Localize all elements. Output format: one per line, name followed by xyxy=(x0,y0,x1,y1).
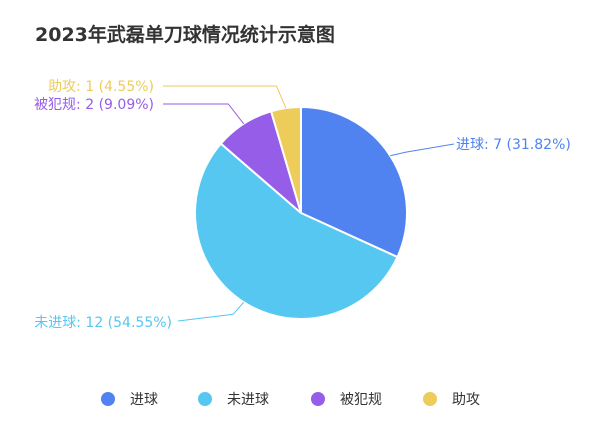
leader-line-3 xyxy=(163,103,245,125)
legend-swatch-2 xyxy=(198,392,212,406)
legend-label-4: 助攻 xyxy=(452,392,480,408)
legend-item-3[interactable]: 被犯规 xyxy=(311,392,382,408)
chart-title: 2023年武磊单刀球情况统计示意图 xyxy=(35,23,335,46)
label-leader-lines xyxy=(163,85,455,322)
legend-swatch-3 xyxy=(311,392,325,406)
pie-slices xyxy=(194,106,408,320)
pie-slice-1[interactable] xyxy=(300,106,408,259)
legend-label-1: 进球 xyxy=(130,392,158,408)
slice-labels: 进球: 7 (31.82%) 未进球: 12 (54.55%) 被犯规: 2 (9.… xyxy=(34,79,571,331)
pie-slice-2[interactable] xyxy=(194,142,399,320)
slice-label-3: 被犯规: 2 (9.09%) xyxy=(34,97,154,113)
legend: 进球 未进球 被犯规 助攻 xyxy=(101,392,480,408)
slice-label-4: 助攻: 1 (4.55%) xyxy=(48,79,154,95)
slice-label-2: 未进球: 12 (54.55%) xyxy=(34,315,172,331)
legend-item-2[interactable]: 未进球 xyxy=(198,392,269,408)
legend-swatch-1 xyxy=(101,392,115,406)
legend-item-4[interactable]: 助攻 xyxy=(423,392,480,408)
leader-line-2 xyxy=(177,301,245,322)
leader-line-4 xyxy=(163,85,287,109)
legend-label-2: 未进球 xyxy=(227,392,269,408)
leader-line-1 xyxy=(390,143,455,157)
legend-label-3: 被犯规 xyxy=(340,392,382,408)
legend-swatch-4 xyxy=(423,392,437,406)
legend-item-1[interactable]: 进球 xyxy=(101,392,158,408)
slice-label-1: 进球: 7 (31.82%) xyxy=(456,137,571,153)
